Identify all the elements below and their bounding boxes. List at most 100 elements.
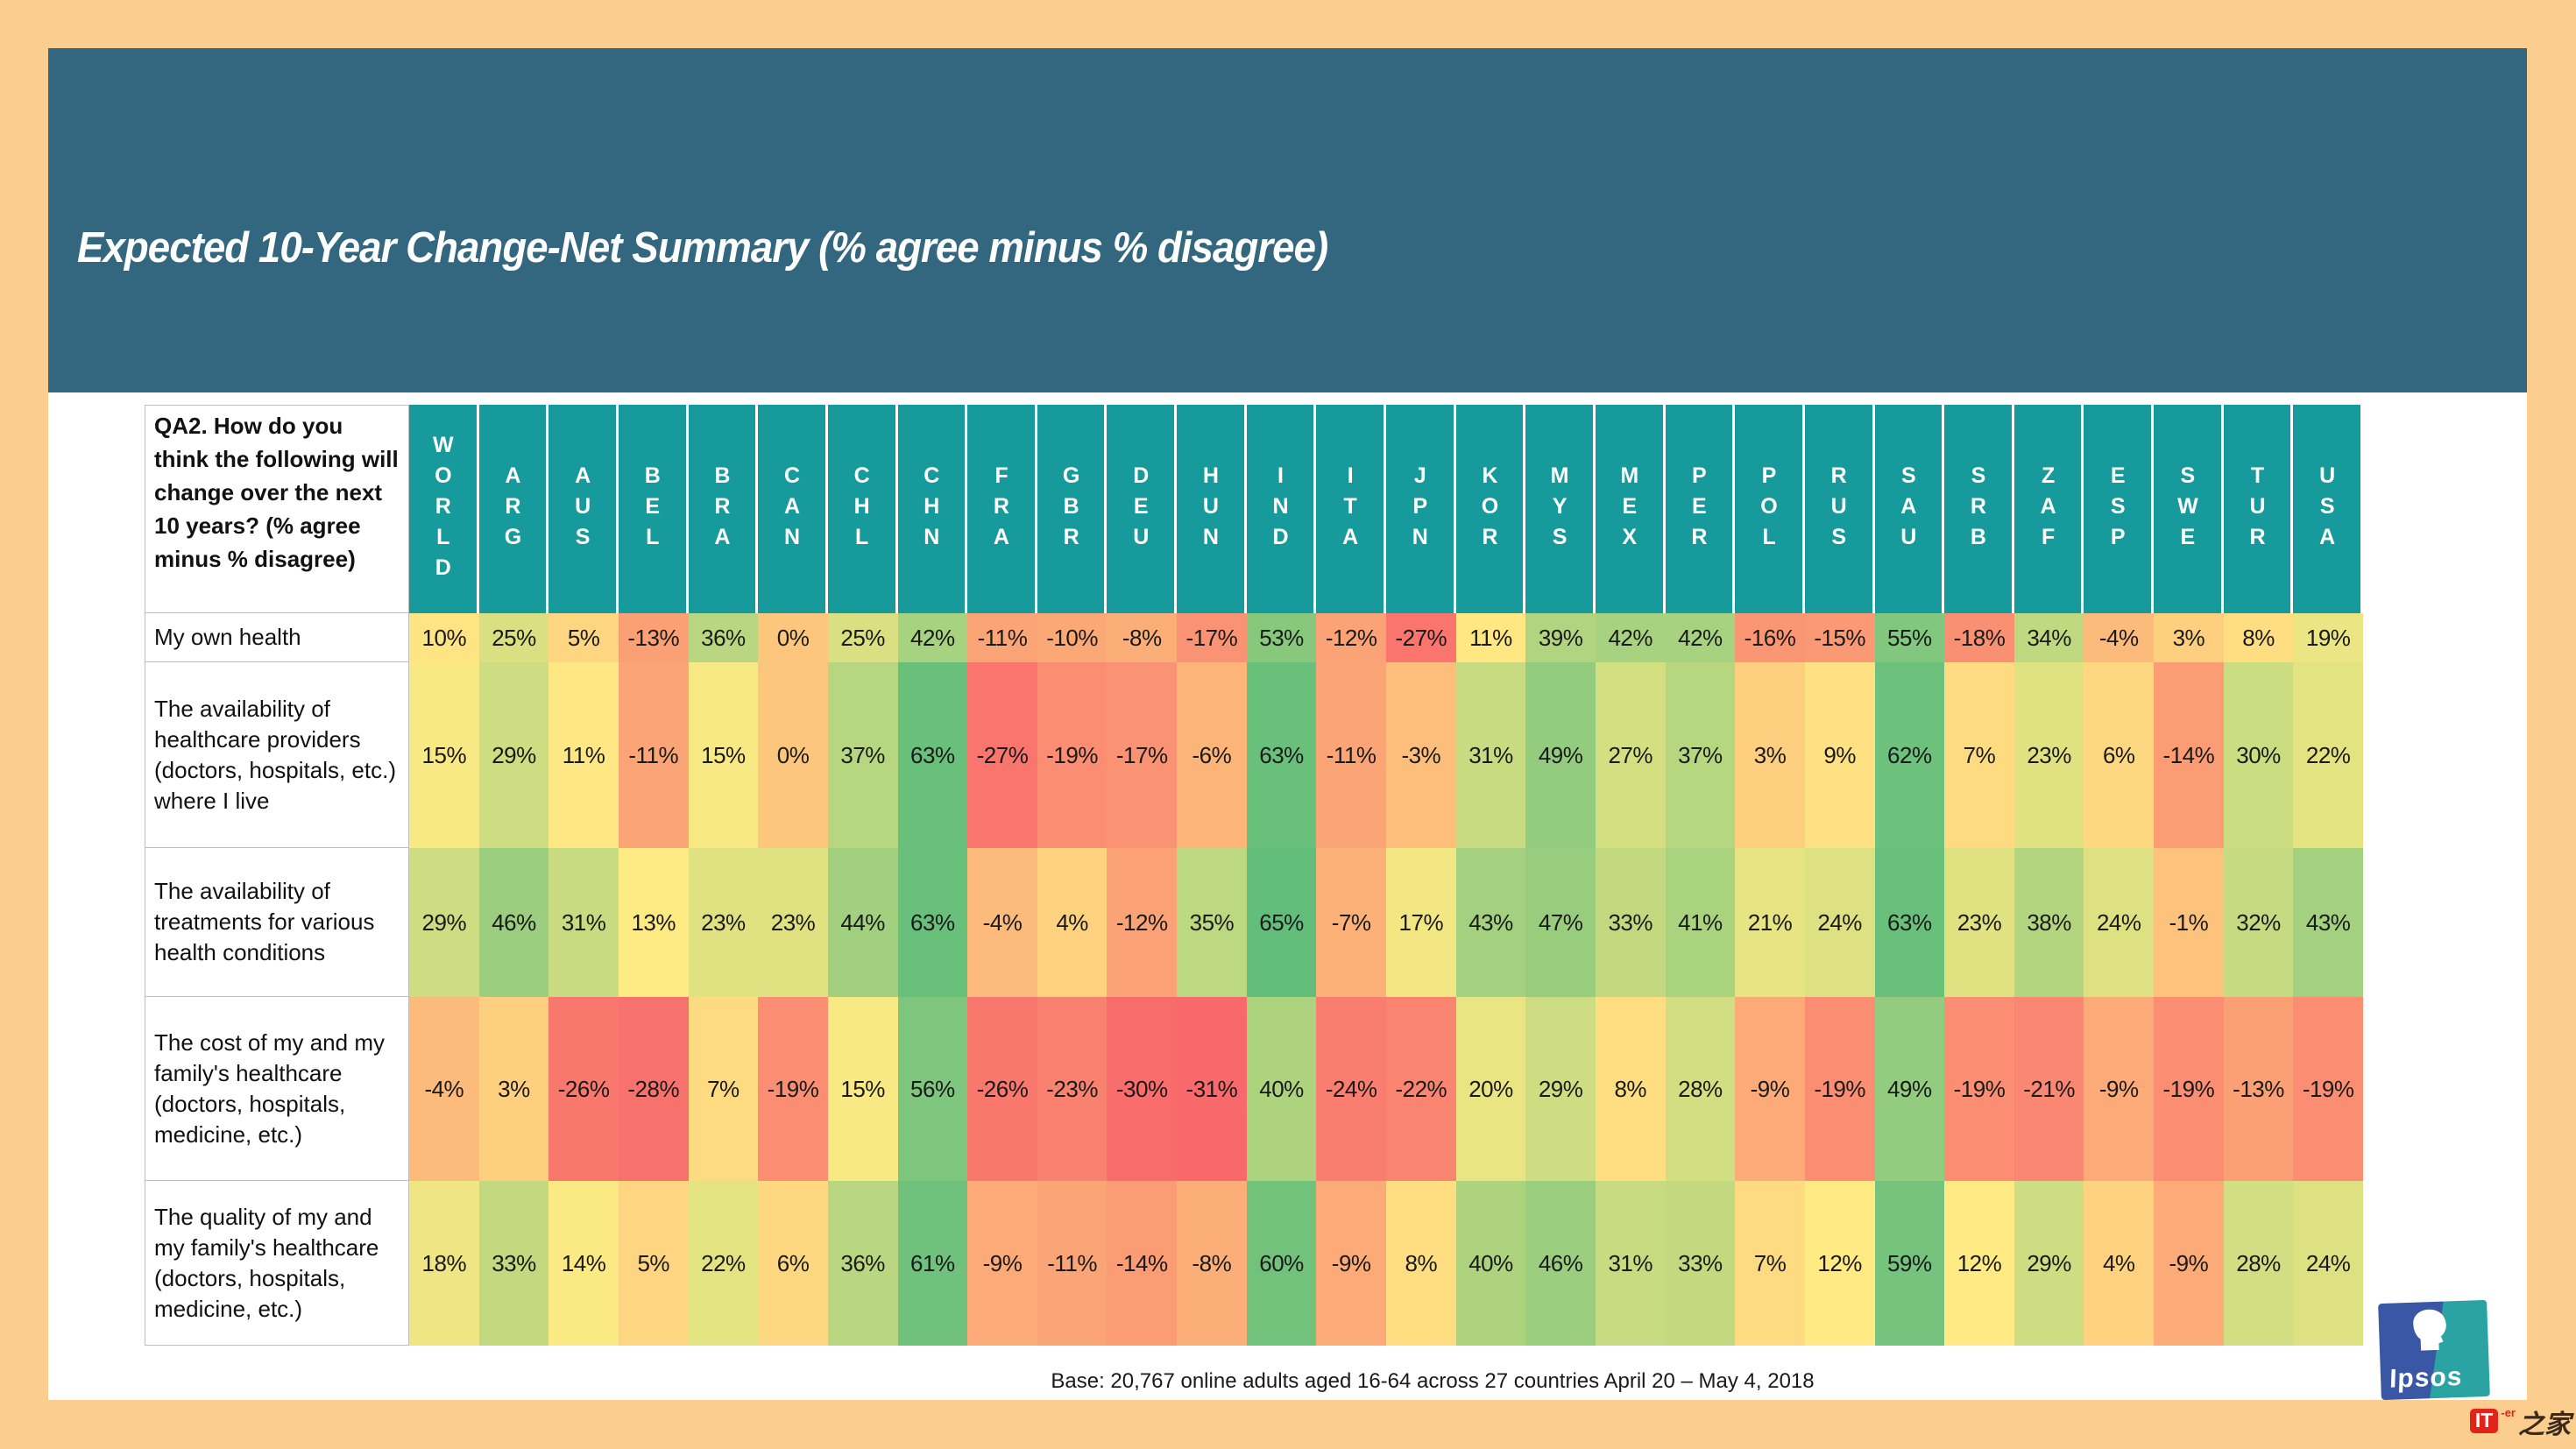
column-header-label: USA	[2315, 463, 2340, 555]
heatmap-cell: 21%	[1735, 848, 1805, 997]
heatmap-cell: -11%	[618, 662, 689, 848]
heatmap-cell: 19%	[2293, 613, 2363, 662]
column-header-kor: KOR	[1455, 405, 1526, 613]
heatmap-cell: 49%	[1525, 662, 1596, 848]
heatmap-cell: 59%	[1874, 1181, 1945, 1346]
heatmap-cell: -9%	[1735, 997, 1805, 1181]
heatmap-cell: 18%	[409, 1181, 479, 1346]
heatmap-cell: 47%	[1525, 848, 1596, 997]
heatmap-cell: 63%	[1246, 662, 1317, 848]
heatmap-cell: 11%	[1455, 613, 1526, 662]
heatmap-cell: 6%	[758, 1181, 828, 1346]
heatmap-cell: 5%	[618, 1181, 689, 1346]
column-header-label: CHL	[849, 463, 874, 555]
heatmap-cell: 12%	[1944, 1181, 2014, 1346]
heatmap-cell: 8%	[1386, 1181, 1456, 1346]
column-header-label: ZAF	[2035, 463, 2061, 555]
heatmap-cell: 29%	[409, 848, 479, 997]
watermark-er-superscript: -er	[2501, 1406, 2516, 1419]
heatmap-cell: 44%	[827, 848, 898, 997]
heatmap-cell: 41%	[1665, 848, 1736, 997]
heatmap-cell: -14%	[1107, 1181, 1178, 1346]
heatmap-cell: 8%	[1595, 997, 1666, 1181]
heatmap-cell: 22%	[2293, 662, 2363, 848]
column-header-deu: DEU	[1107, 405, 1178, 613]
heatmap-cell: 39%	[1525, 613, 1596, 662]
heatmap-cell: 9%	[1804, 662, 1875, 848]
heatmap-cell: -4%	[2084, 613, 2155, 662]
heatmap-cell: -8%	[1177, 1181, 1247, 1346]
heatmap-cell: -9%	[967, 1181, 1037, 1346]
heatmap-cell: 37%	[827, 662, 898, 848]
column-header-jpn: JPN	[1386, 405, 1456, 613]
heatmap-cell: -21%	[2013, 997, 2084, 1181]
column-header-label: GBR	[1058, 463, 1084, 555]
column-header-chl: CHL	[827, 405, 898, 613]
heatmap-cell: 43%	[2293, 848, 2363, 997]
heatmap-cell: 23%	[688, 848, 759, 997]
heatmap-cell: -23%	[1037, 997, 1108, 1181]
heatmap-cell: -27%	[967, 662, 1037, 848]
column-header-label: FRA	[988, 463, 1014, 555]
column-header-aus: AUS	[548, 405, 619, 613]
heatmap-cell: 42%	[1595, 613, 1666, 662]
heatmap-cell: 17%	[1386, 848, 1456, 997]
column-header-label: TUR	[2245, 463, 2270, 555]
heatmap-cell: -4%	[409, 997, 479, 1181]
heatmap-cell: 40%	[1246, 997, 1317, 1181]
heatmap-cell: 31%	[1455, 662, 1526, 848]
heatmap-cell: 23%	[758, 848, 828, 997]
column-header-label: ITA	[1338, 463, 1363, 555]
heatmap-cell: -30%	[1107, 997, 1178, 1181]
heatmap-cell: 56%	[897, 997, 968, 1181]
heatmap-cell: 33%	[1665, 1181, 1736, 1346]
heatmap-cell: 12%	[1804, 1181, 1875, 1346]
heatmap-cell: -19%	[2293, 997, 2363, 1181]
column-header-mex: MEX	[1595, 405, 1666, 613]
heatmap-cell: 29%	[478, 662, 549, 848]
column-header-label: WORLD	[430, 432, 456, 586]
heatmap-cell: 60%	[1246, 1181, 1317, 1346]
column-header-usa: USA	[2293, 405, 2363, 613]
heatmap-cell: 3%	[2154, 613, 2224, 662]
heatmap-cell: 63%	[897, 848, 968, 997]
column-header-label: SWE	[2175, 463, 2200, 555]
heatmap-cell: 7%	[688, 997, 759, 1181]
heatmap-cell: 53%	[1246, 613, 1317, 662]
heatmap-cell: -15%	[1804, 613, 1875, 662]
heatmap-cell: -9%	[2084, 997, 2155, 1181]
heatmap-cell: 15%	[409, 662, 479, 848]
column-header-ind: IND	[1246, 405, 1317, 613]
heatmap-cell: -1%	[2154, 848, 2224, 997]
heatmap-cell: -26%	[967, 997, 1037, 1181]
heatmap-cell: 3%	[478, 997, 549, 1181]
heatmap-cell: 33%	[478, 1181, 549, 1346]
watermark-chinese-text: 之家	[2518, 1410, 2571, 1439]
heatmap-cell: -27%	[1386, 613, 1456, 662]
heatmap-cell: 31%	[548, 848, 619, 997]
column-header-label: HUN	[1198, 463, 1223, 555]
heatmap-cell: 7%	[1944, 662, 2014, 848]
heatmap-cell: 7%	[1735, 1181, 1805, 1346]
column-header-label: CHN	[919, 463, 945, 555]
heatmap-cell: 6%	[2084, 662, 2155, 848]
heatmap-cell: 24%	[2084, 848, 2155, 997]
heatmap-cell: 63%	[897, 662, 968, 848]
base-note: Base: 20,767 online adults aged 16-64 ac…	[1051, 1369, 1815, 1393]
column-header-bel: BEL	[618, 405, 689, 613]
heatmap-cell: -28%	[618, 997, 689, 1181]
heatmap-cell: 30%	[2223, 662, 2294, 848]
heatmap-cell: 46%	[1525, 1181, 1596, 1346]
heatmap-cell: 15%	[827, 997, 898, 1181]
heatmap-cell: -11%	[967, 613, 1037, 662]
column-header-sau: SAU	[1874, 405, 1945, 613]
heatmap-cell: -12%	[1107, 848, 1178, 997]
heatmap-cell: -9%	[1316, 1181, 1386, 1346]
column-header-label: KOR	[1477, 463, 1503, 555]
column-header-zaf: ZAF	[2013, 405, 2084, 613]
heatmap-cell: -16%	[1735, 613, 1805, 662]
row-label: My own health	[145, 613, 409, 662]
heatmap-cell: 63%	[1874, 848, 1945, 997]
column-header-rus: RUS	[1804, 405, 1875, 613]
row-label: The availability of treatments for vario…	[145, 848, 409, 997]
